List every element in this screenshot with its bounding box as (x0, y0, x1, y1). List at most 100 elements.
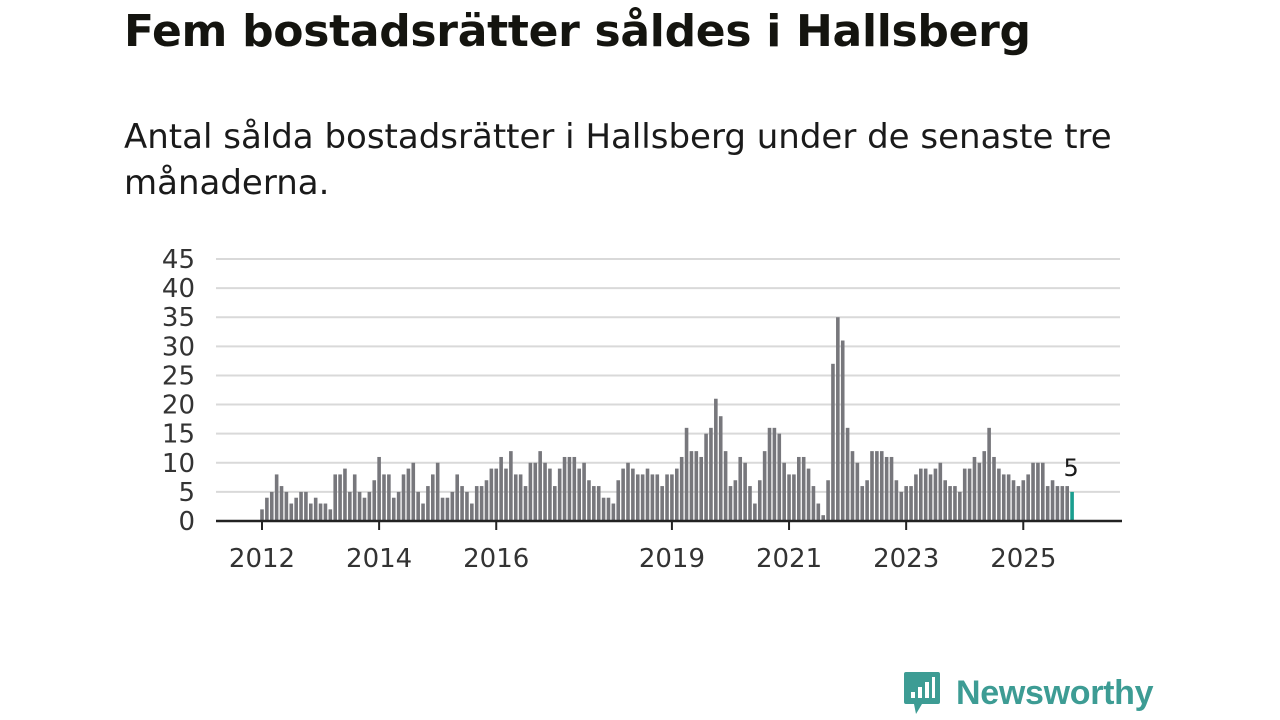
x-tick-label: 2012 (229, 544, 295, 574)
bar (435, 462, 440, 521)
bar (884, 456, 889, 521)
bar (387, 474, 391, 521)
bar (675, 468, 679, 521)
last-value-label: 5 (1063, 454, 1078, 482)
bar (587, 480, 591, 521)
bar (694, 451, 699, 521)
y-tick-label: 0 (178, 507, 195, 537)
bar (709, 427, 713, 521)
bar (543, 462, 547, 521)
bar (348, 491, 352, 521)
y-tick-label: 25 (162, 361, 195, 391)
bar (406, 468, 411, 521)
bar (445, 497, 450, 521)
bar (465, 491, 469, 521)
bar (782, 462, 786, 521)
bar (923, 468, 928, 521)
bar (845, 427, 850, 521)
bar (455, 474, 459, 521)
bar (440, 497, 445, 521)
x-tick-label: 2023 (873, 544, 939, 574)
bar (557, 468, 562, 521)
bar (377, 456, 381, 521)
bar (797, 456, 801, 521)
bar (338, 474, 342, 521)
bar (757, 480, 762, 521)
x-tick-label: 2014 (346, 544, 412, 574)
bar (621, 468, 625, 521)
bar (1060, 486, 1065, 521)
y-tick-label: 20 (162, 391, 195, 421)
bar (260, 509, 264, 521)
bar (928, 474, 933, 521)
bar (972, 456, 977, 521)
bar (645, 468, 650, 521)
bar (772, 427, 777, 521)
bar (391, 497, 396, 521)
bar (1065, 486, 1069, 521)
bar (792, 474, 796, 521)
bar (611, 503, 616, 521)
bar (870, 451, 874, 521)
bar (762, 451, 767, 521)
y-tick-label: 5 (178, 478, 195, 508)
bar (855, 462, 860, 521)
bar (704, 433, 708, 521)
bar (1055, 486, 1060, 521)
bar (513, 474, 518, 521)
bar (533, 462, 538, 521)
bar (787, 474, 791, 521)
bar (997, 468, 1001, 521)
bar (689, 451, 694, 521)
bar (679, 456, 684, 521)
bar (352, 474, 357, 521)
bar (396, 491, 401, 521)
bar (577, 468, 581, 521)
bar (499, 456, 503, 521)
bar (640, 474, 645, 521)
y-tick-label: 40 (162, 274, 195, 304)
bar (572, 456, 577, 521)
bar (919, 468, 923, 521)
annotations: 5 (1063, 454, 1078, 482)
x-tick-label: 2016 (463, 544, 529, 574)
bar (953, 486, 957, 521)
bars (260, 317, 1074, 521)
bar (943, 480, 947, 521)
bar (567, 456, 572, 521)
y-tick-label: 35 (162, 303, 195, 333)
bar (1026, 474, 1030, 521)
bar (523, 486, 528, 521)
bar (616, 480, 621, 521)
bar (977, 462, 982, 521)
bar (728, 486, 733, 521)
bar (1001, 474, 1006, 521)
bar-highlight (1070, 491, 1074, 521)
bar (655, 474, 660, 521)
bar (1016, 486, 1021, 521)
bar (889, 456, 894, 521)
bar (362, 497, 367, 521)
bar (982, 451, 987, 521)
bar (484, 480, 489, 521)
bar (1021, 480, 1026, 521)
x-tick-label: 2021 (756, 544, 822, 574)
bar (313, 497, 318, 521)
bar (1031, 462, 1035, 521)
bar (421, 503, 425, 521)
bar (494, 468, 499, 521)
bar (753, 503, 757, 521)
bar (470, 503, 474, 521)
bar (538, 451, 542, 521)
bar (723, 451, 728, 521)
bar (426, 486, 430, 521)
bar (1045, 486, 1050, 521)
chart-subtitle: Antal sålda bostadsrätter i Hallsberg un… (124, 117, 1112, 203)
bar (372, 480, 377, 521)
bar (967, 468, 972, 521)
bar (904, 486, 908, 521)
bar (606, 497, 611, 521)
bar (962, 468, 967, 521)
